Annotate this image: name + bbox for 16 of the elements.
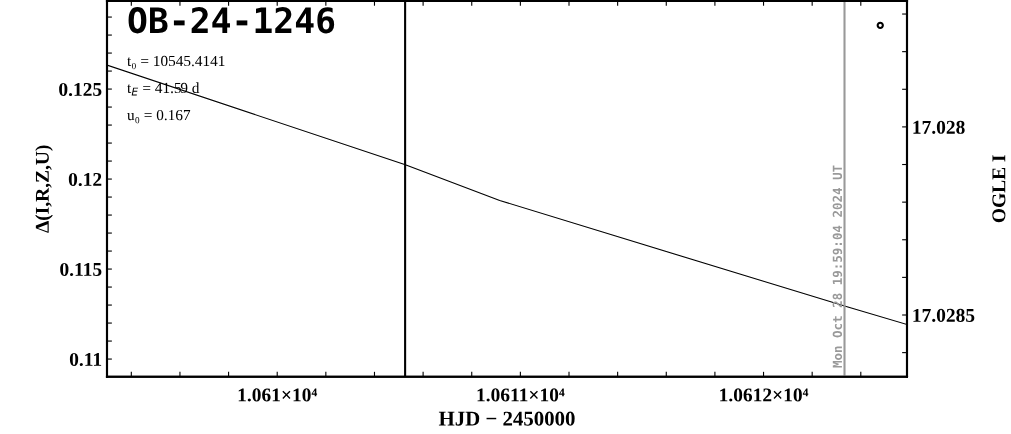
- y2-tick-label: 17.028: [913, 120, 965, 134]
- y-tick-label: 0.125: [59, 82, 102, 97]
- y2-axis-title: OGLE I: [992, 155, 1006, 223]
- y-tick-label: 0.11: [69, 352, 102, 367]
- x-axis-title: HJD − 2450000: [438, 411, 575, 426]
- annotation: u₀ = 0.167: [127, 109, 191, 124]
- y-axis-title: Δ(I,R,Z,U): [35, 145, 53, 233]
- annotation: Mon Oct 28 19:59:04 2024 UT: [832, 165, 843, 368]
- y-tick-label: 0.115: [60, 262, 102, 277]
- y2-tick-label: 17.0285: [913, 308, 975, 323]
- x-tick-label: 1.0612×10⁴: [720, 388, 809, 402]
- x-tick-label: 1.061×10⁴: [238, 388, 318, 402]
- y-tick-label: 0.12: [68, 172, 102, 187]
- chart-title: OB-24-1246: [128, 7, 335, 34]
- annotation: t₀ = 10545.4141: [127, 55, 225, 70]
- x-tick-label: 1.0611×10⁴: [477, 388, 565, 402]
